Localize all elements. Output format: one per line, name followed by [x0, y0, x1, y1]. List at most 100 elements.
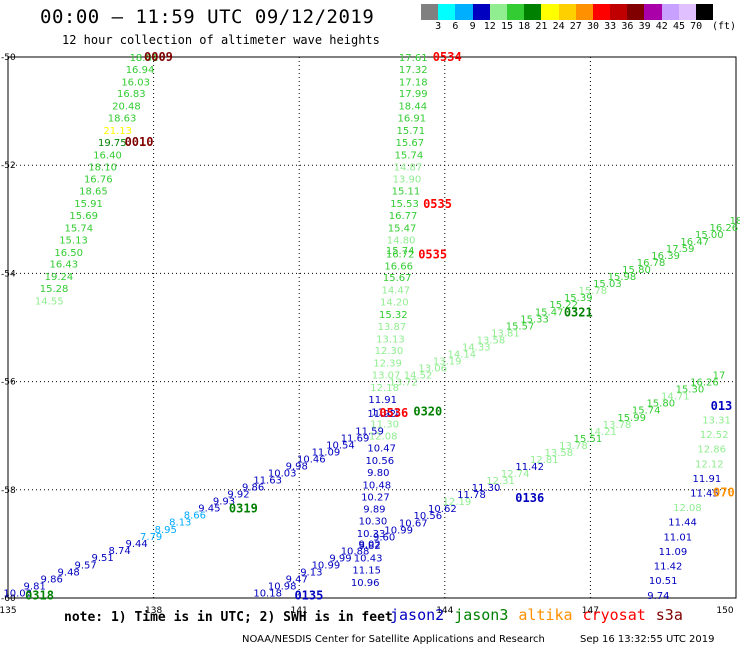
wave-height-label: 11.42	[654, 562, 683, 573]
wave-height-label: 10.96	[351, 578, 380, 589]
wave-height-label: 19.24	[45, 272, 74, 283]
wave-height-label: 16.26	[690, 378, 719, 389]
legend-item-altika: altika	[518, 606, 573, 624]
color-scale-bar	[421, 4, 714, 20]
wave-height-label: 11.30	[472, 483, 501, 494]
wave-height-label: 14.14	[447, 349, 476, 360]
wave-height-label: 11.15	[352, 565, 381, 576]
wave-height-label: 15.71	[397, 126, 426, 137]
wave-height-label: 10.88	[341, 546, 370, 557]
longitude-tick-label: 135	[0, 606, 17, 616]
wave-height-label: 15.53	[390, 199, 419, 210]
wave-height-label: 16.78	[637, 258, 666, 269]
wave-height-label: 10.99	[312, 560, 341, 571]
wave-height-label: 11.91	[693, 474, 722, 485]
wave-height-label: 13.90	[393, 175, 422, 186]
wave-height-label: 15.32	[379, 310, 408, 321]
wave-height-label: 17.18	[399, 77, 428, 88]
wave-height-label: 13.81	[491, 328, 520, 339]
wave-height-label: 17.61	[399, 53, 428, 64]
wave-height-label: 9.98	[286, 461, 308, 472]
color-scale-label: 21	[535, 21, 548, 32]
wave-height-label: 13.06	[418, 364, 447, 375]
wave-height-label: 16.91	[397, 114, 426, 125]
pass-time-label: 0135	[294, 588, 323, 602]
wave-height-label: 18.81	[130, 53, 159, 64]
wave-height-label: 10.62	[428, 504, 457, 515]
wave-height-label: 10.48	[363, 480, 392, 491]
wave-height-label: 11.91	[368, 395, 397, 406]
wave-height-label: 10.33	[357, 529, 386, 540]
wave-height-label: 9.89	[363, 505, 385, 516]
wave-height-label: 21.13	[103, 126, 132, 137]
wave-height-label: 10.99	[384, 525, 413, 536]
color-scale-label: 27	[569, 21, 582, 32]
wave-height-label: 18.10	[88, 162, 117, 173]
wave-height-label: 9.44	[125, 539, 147, 550]
wave-height-label: 10.18	[253, 589, 282, 600]
wave-height-label: 10.46	[297, 454, 326, 465]
wave-height-label: 13.78	[559, 441, 588, 452]
wave-height-label: 17.99	[399, 89, 428, 100]
pass-time-label: 013	[711, 399, 733, 413]
wave-height-label: 16.50	[54, 248, 83, 259]
wave-height-label: 10.54	[326, 440, 355, 451]
wave-height-label: 17.59	[666, 244, 695, 255]
wave-height-label: 13.58	[545, 448, 574, 459]
pass-time-label: 0319	[229, 502, 258, 516]
longitude-tick-label: 141	[291, 606, 308, 616]
wave-height-label: 9.80	[367, 468, 389, 479]
wave-height-label: 15.80	[646, 399, 675, 410]
legend-item-jason2: jason2	[390, 606, 445, 624]
color-scale-label: 45	[672, 21, 686, 32]
wave-height-label: 10.56	[413, 511, 442, 522]
wave-height-label: 15.74	[632, 406, 661, 417]
color-scale-label: 33	[604, 21, 617, 32]
color-scale-label: 15	[500, 21, 514, 32]
color-swatch	[678, 4, 696, 20]
wave-height-label: 10.56	[365, 456, 394, 467]
wave-height-label: 10.03	[3, 589, 32, 600]
wave-height-label: 13.78	[603, 420, 632, 431]
wave-height-label: 13.72	[389, 378, 418, 389]
wave-height-label: 12.81	[530, 455, 559, 466]
wave-height-label: 12.30	[375, 346, 404, 357]
wave-height-label: 11.01	[663, 532, 692, 543]
wave-height-label: 14.21	[588, 427, 617, 438]
wave-height-label: 12.31	[486, 476, 515, 487]
wave-height-label: 8.74	[108, 546, 130, 557]
wave-height-label: 12.12	[695, 459, 724, 470]
wave-height-label: 15.47	[535, 307, 564, 318]
wave-height-label: 13.19	[433, 357, 462, 368]
wave-height-label: 8.13	[169, 518, 191, 529]
wave-height-label: 16.39	[651, 251, 680, 262]
color-scale-label: 12	[483, 21, 496, 32]
color-swatch	[592, 4, 611, 20]
wave-height-label: 15.03	[593, 279, 622, 290]
color-swatch	[472, 4, 490, 20]
wave-height-label: 11.45	[690, 489, 719, 500]
wave-height-label: 15.11	[392, 187, 421, 198]
pass-time-label: 0318	[25, 588, 54, 602]
latitude-tick-label: -50	[1, 53, 16, 63]
wave-height-label: 9.82	[358, 541, 380, 552]
latitude-tick-label: -56	[1, 378, 16, 388]
wave-height-label: 15.51	[574, 434, 603, 445]
wave-height-label: 9.45	[198, 504, 220, 515]
wave-height-label: 15.67	[396, 138, 425, 149]
color-scale-label: 39	[638, 21, 651, 32]
longitude-tick-label: 138	[145, 606, 162, 616]
wave-height-label: 12.52	[700, 430, 729, 441]
wave-height-label: 18.44	[398, 102, 427, 113]
color-swatch	[575, 4, 593, 20]
wave-height-label: 14.52	[404, 371, 433, 382]
wave-height-label: 12.18	[370, 383, 399, 394]
color-scale-label: 18	[518, 21, 531, 32]
color-swatch	[627, 4, 645, 20]
wave-height-label: 15.78	[579, 286, 608, 297]
color-scale-label: 30	[586, 21, 600, 32]
wave-height-label: 8.66	[184, 511, 206, 522]
wave-height-label: 11.30	[370, 419, 399, 430]
wave-height-label: 9.92	[227, 490, 249, 501]
wave-height-label: 10.43	[354, 553, 383, 564]
